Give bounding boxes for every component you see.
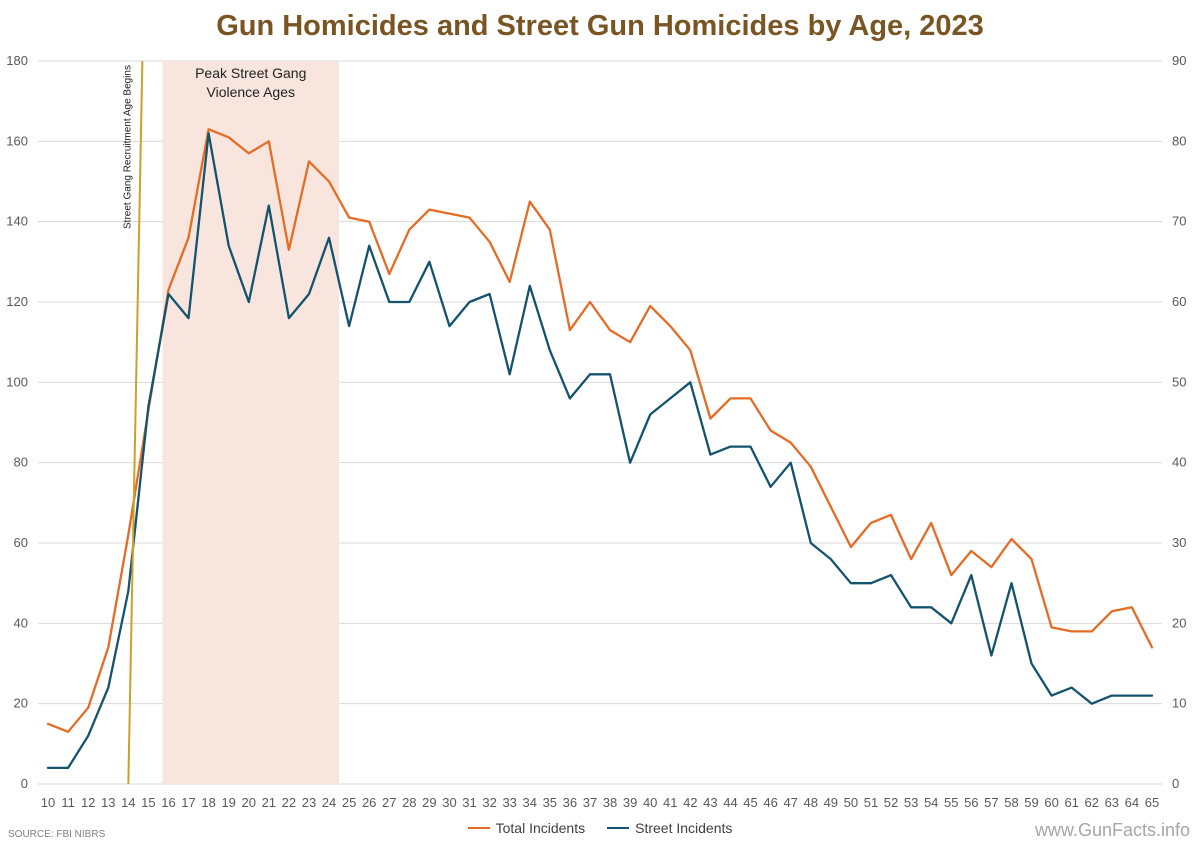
x-tick-label: 46 xyxy=(763,795,777,810)
legend: Total Incidents Street Incidents xyxy=(0,820,1200,836)
x-tick-label: 12 xyxy=(81,795,95,810)
x-tick-label: 34 xyxy=(523,795,537,810)
y-right-tick-label: 50 xyxy=(1172,374,1186,389)
y-right-tick-label: 70 xyxy=(1172,214,1186,229)
annotations: Peak Street Gang Violence Ages Street Gang… xyxy=(122,60,306,785)
y-left-tick-label: 100 xyxy=(6,374,28,389)
y-right-tick-label: 20 xyxy=(1172,615,1186,630)
x-tick-label: 18 xyxy=(201,795,215,810)
y-left-tick-label: 60 xyxy=(14,535,28,550)
x-tick-label: 43 xyxy=(703,795,717,810)
x-tick-label: 14 xyxy=(121,795,135,810)
x-tick-label: 16 xyxy=(161,795,175,810)
y-right-tick-label: 60 xyxy=(1172,294,1186,309)
x-tick-label: 62 xyxy=(1085,795,1099,810)
y-right-tick-label: 80 xyxy=(1172,133,1186,148)
x-tick-label: 64 xyxy=(1125,795,1139,810)
x-tick-label: 48 xyxy=(804,795,818,810)
x-tick-label: 32 xyxy=(482,795,496,810)
x-tick-label: 29 xyxy=(422,795,436,810)
y-right-tick-label: 10 xyxy=(1172,696,1186,711)
x-tick-label: 42 xyxy=(683,795,697,810)
legend-swatch-total xyxy=(467,827,490,829)
x-tick-label: 45 xyxy=(743,795,757,810)
y-left-tick-label: 20 xyxy=(14,696,28,711)
x-tick-label: 30 xyxy=(442,795,456,810)
x-tick-label: 52 xyxy=(884,795,898,810)
x-tick-label: 38 xyxy=(603,795,617,810)
legend-swatch-street xyxy=(607,827,630,829)
x-tick-label: 61 xyxy=(1064,795,1078,810)
y-left-tick-label: 120 xyxy=(6,294,28,309)
x-tick-label: 35 xyxy=(543,795,557,810)
shaded-region xyxy=(162,61,340,784)
x-tick-label: 19 xyxy=(221,795,235,810)
x-tick-label: 10 xyxy=(41,795,55,810)
x-tick-label: 22 xyxy=(282,795,296,810)
x-tick-label: 57 xyxy=(984,795,998,810)
y-left-tick-label: 80 xyxy=(14,455,28,470)
x-tick-label: 49 xyxy=(824,795,838,810)
x-tick-label: 47 xyxy=(783,795,797,810)
x-tick-label: 50 xyxy=(844,795,858,810)
x-tick-label: 65 xyxy=(1145,795,1159,810)
x-tick-label: 63 xyxy=(1105,795,1119,810)
x-tick-label: 37 xyxy=(583,795,597,810)
peak-violence-shaded-region xyxy=(162,61,340,784)
watermark: www.GunFacts.info xyxy=(1034,820,1190,840)
axes: 0 0 20 10 40 20 60 30 80 40 100 50 120 60 140 70 160 80 18… xyxy=(6,53,1186,810)
series-lines xyxy=(46,128,1154,770)
x-tick-label: 44 xyxy=(723,795,737,810)
legend-label-total: Total Incidents xyxy=(495,820,586,836)
x-tick-label: 27 xyxy=(382,795,396,810)
y-left-tick-label: 160 xyxy=(6,133,28,148)
legend-item-street: Street Incidents xyxy=(607,820,732,836)
recruitment-line xyxy=(127,60,144,785)
shaded-region-label-line1: Peak Street Gang xyxy=(195,65,306,81)
x-tick-label: 56 xyxy=(964,795,978,810)
source-note: SOURCE: FBI NIBRS xyxy=(8,829,106,840)
x-tick-label: 21 xyxy=(262,795,276,810)
shaded-region-label-line2: Violence Ages xyxy=(207,84,295,100)
x-tick-label: 15 xyxy=(141,795,155,810)
x-tick-label: 59 xyxy=(1024,795,1038,810)
series-line-total-incidents xyxy=(46,128,1154,733)
x-tick-label: 51 xyxy=(864,795,878,810)
x-tick-label: 20 xyxy=(242,795,256,810)
x-tick-label: 58 xyxy=(1004,795,1018,810)
x-tick-label: 41 xyxy=(663,795,677,810)
x-tick-label: 23 xyxy=(302,795,316,810)
x-tick-label: 28 xyxy=(402,795,416,810)
y-right-tick-label: 30 xyxy=(1172,535,1186,550)
y-left-tick-label: 0 xyxy=(21,776,28,791)
x-tick-label: 25 xyxy=(342,795,356,810)
series-line-street-incidents xyxy=(46,132,1154,770)
y-left-tick-label: 180 xyxy=(6,53,28,68)
x-tick-label: 33 xyxy=(502,795,516,810)
x-tick-label: 53 xyxy=(904,795,918,810)
x-tick-label: 24 xyxy=(322,795,336,810)
x-tick-label: 26 xyxy=(362,795,376,810)
legend-item-total: Total Incidents xyxy=(467,820,586,836)
x-tick-label: 13 xyxy=(101,795,115,810)
y-left-tick-label: 40 xyxy=(14,615,28,630)
x-tick-label: 17 xyxy=(181,795,195,810)
y-left-tick-label: 140 xyxy=(6,214,28,229)
x-tick-label: 36 xyxy=(563,795,577,810)
x-tick-label: 40 xyxy=(643,795,657,810)
x-tick-label: 31 xyxy=(462,795,476,810)
x-tick-label: 55 xyxy=(944,795,958,810)
recruitment-line-label: Street Gang Recruitment Age Begins xyxy=(122,65,133,229)
x-tick-label: 11 xyxy=(61,795,75,810)
y-right-tick-label: 40 xyxy=(1172,455,1186,470)
x-tick-label: 60 xyxy=(1044,795,1058,810)
chart-title: Gun Homicides and Street Gun Homicides b… xyxy=(216,10,984,42)
x-tick-label: 54 xyxy=(924,795,938,810)
x-tick-label: 39 xyxy=(623,795,637,810)
legend-label-street: Street Incidents xyxy=(635,820,733,836)
y-right-tick-label: 0 xyxy=(1172,776,1179,791)
y-right-tick-label: 90 xyxy=(1172,53,1186,68)
